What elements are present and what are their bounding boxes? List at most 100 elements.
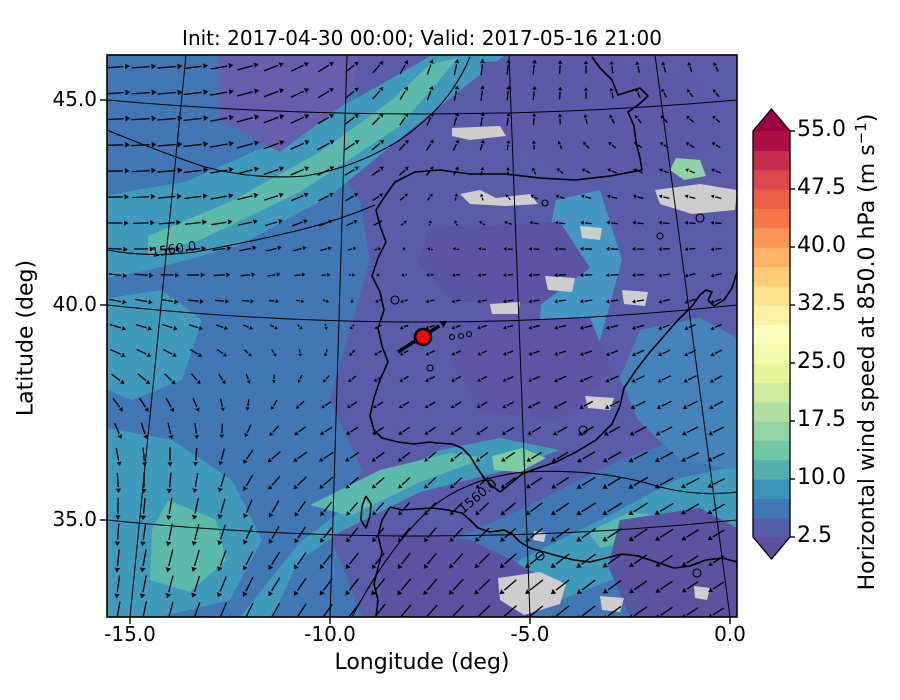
wind-arrow-head <box>681 509 687 515</box>
wind-arrow <box>659 528 674 538</box>
coastline <box>384 169 643 197</box>
wind-arrow <box>426 552 437 565</box>
wind-arrow-head <box>684 273 689 278</box>
wind-arrow-head <box>628 510 634 516</box>
wind-arrow-head <box>192 488 198 494</box>
wind-arrow-head <box>707 535 713 540</box>
wind-arrow-head <box>429 112 434 117</box>
wind-arrow-head <box>480 85 485 90</box>
wind-arrow-head <box>273 352 277 357</box>
wind-arrow <box>478 604 491 617</box>
wind-arrow <box>715 170 722 174</box>
wind-arrow-head <box>506 167 510 171</box>
wind-arrow <box>504 527 517 539</box>
wind-arrow-head <box>304 114 310 119</box>
wind-arrow-head <box>449 563 454 569</box>
wind-arrow <box>209 143 228 148</box>
wind-arrow <box>532 117 535 126</box>
wind-arrow-head <box>217 566 223 572</box>
wind-speed-region <box>218 55 360 152</box>
wind-arrow <box>559 222 566 225</box>
wind-arrow-head <box>278 192 284 198</box>
wind-arrow <box>317 64 330 73</box>
grid-line-meridian <box>329 55 348 617</box>
wind-arrow-head <box>166 488 173 494</box>
wind-arrow <box>633 528 648 539</box>
wind-arrow <box>348 552 359 565</box>
wind-arrow <box>635 400 646 407</box>
wind-arrow <box>607 605 622 617</box>
colorbar-segment <box>753 401 790 422</box>
wind-arrow <box>532 375 540 381</box>
wind-arrow <box>689 66 693 73</box>
wind-arrow <box>402 401 410 407</box>
wind-arrow-head <box>681 587 687 593</box>
wind-arrow-head <box>140 567 146 573</box>
wind-arrow-head <box>243 513 249 519</box>
masked-region <box>460 190 538 206</box>
wind-arrow-head <box>506 112 511 117</box>
colorbar-segment <box>753 363 790 383</box>
wind-arrow <box>479 451 489 459</box>
colorbar-segment <box>753 382 790 403</box>
wind-arrow <box>264 221 278 227</box>
wind-arrow-head <box>252 245 257 251</box>
wind-arrow-head <box>477 325 481 330</box>
wind-arrow-head <box>528 273 532 278</box>
wind-arrow-head <box>176 219 182 226</box>
wind-arrow-head <box>608 141 613 146</box>
wind-arrow-head <box>350 300 354 304</box>
wind-arrow <box>324 426 333 433</box>
wind-arrow-head <box>203 89 209 95</box>
wind-arrow-head <box>708 613 713 617</box>
wind-arrow <box>319 221 329 227</box>
wind-arrow-head <box>253 192 259 199</box>
wind-arrow <box>131 117 150 121</box>
wind-arrow-head <box>218 460 224 466</box>
masked-region <box>580 226 602 240</box>
wind-arrow-head <box>476 404 481 409</box>
wind-arrow-head <box>328 192 334 198</box>
wind-arrow <box>377 375 383 380</box>
wind-arrow <box>216 348 224 355</box>
colorbar-segment <box>753 208 790 229</box>
wind-arrow <box>607 502 623 513</box>
wind-arrow <box>585 118 588 124</box>
wind-arrow-head <box>712 115 717 120</box>
wind-arrow <box>452 578 464 591</box>
wind-arrow-head <box>609 60 614 65</box>
wind-arrow-head <box>476 430 481 435</box>
colorbar-segment <box>753 227 790 248</box>
wind-arrow-head <box>329 62 334 67</box>
wind-arrow <box>162 348 173 355</box>
wind-arrow <box>689 144 695 149</box>
wind-arrow-head <box>474 589 480 595</box>
wind-arrow <box>371 116 381 126</box>
wind-arrow <box>210 91 228 96</box>
wind-arrow <box>108 273 122 277</box>
wind-arrow-head <box>554 273 558 278</box>
wind-arrow-head <box>499 563 505 569</box>
wind-arrow <box>375 477 385 486</box>
wind-arrow <box>455 223 458 226</box>
wind-arrow-head <box>450 430 455 435</box>
wind-speed-region <box>452 318 612 420</box>
wind-arrow-head <box>710 247 715 252</box>
wind-arrow <box>245 499 253 514</box>
wind-arrow-head <box>403 60 409 65</box>
wind-arrow <box>455 375 462 380</box>
wind-arrow-head <box>477 378 482 382</box>
wind-arrow <box>611 144 617 149</box>
wind-arrow-head <box>279 140 285 146</box>
wind-arrow-head <box>244 432 249 438</box>
wind-arrow-head <box>304 140 310 145</box>
wind-arrow-head <box>294 431 299 436</box>
wind-arrow <box>116 472 119 488</box>
wind-arrow-head <box>602 562 609 568</box>
wind-arrow-head <box>377 247 382 251</box>
wind-arrow-head <box>399 351 404 356</box>
wind-arrow-head <box>329 140 335 145</box>
wind-arrow-head <box>372 510 377 516</box>
wind-arrow <box>400 552 411 565</box>
